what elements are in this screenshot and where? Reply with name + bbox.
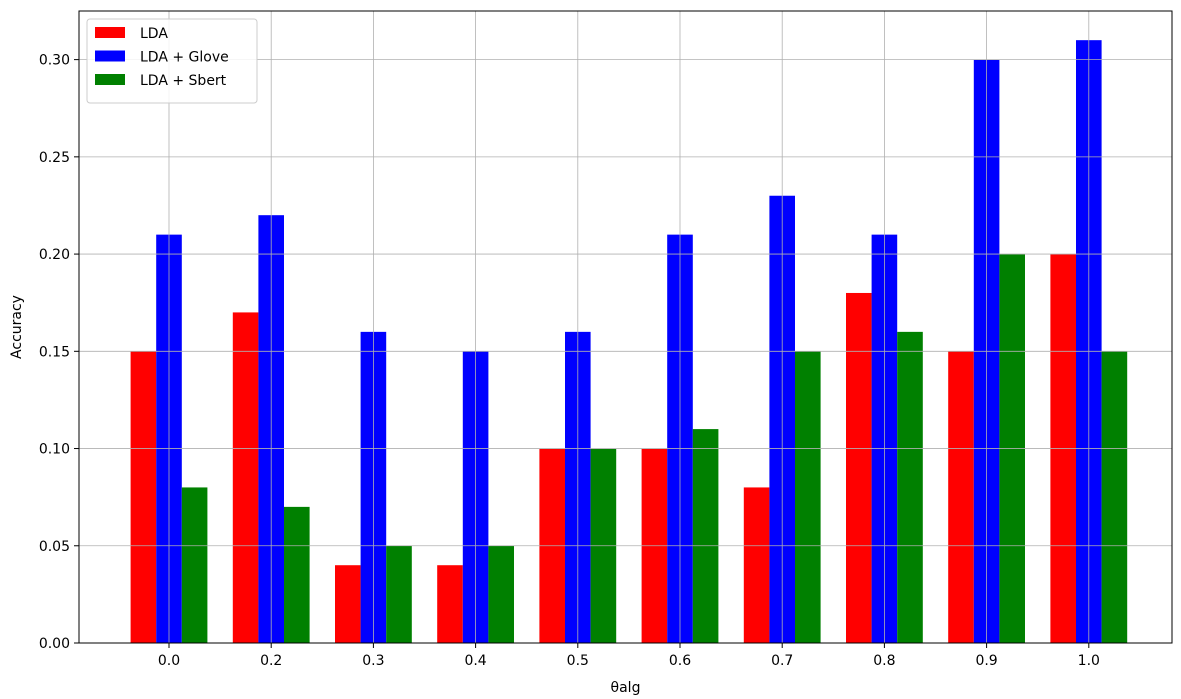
bar-lda-0.0: [130, 351, 157, 643]
x-tick-label: 0.4: [464, 653, 486, 669]
y-axis: 0.00 0.05 0.10 0.15 0.20 0.25 0.30: [39, 53, 79, 652]
legend-label: LDA + Glove: [140, 50, 229, 66]
x-tick-label: 0.7: [771, 653, 793, 669]
x-tick-label: 0.2: [260, 653, 282, 669]
bars: [130, 40, 1128, 644]
y-tick-label: 0.20: [39, 247, 70, 263]
bar-lda-sbert-0.3: [386, 545, 412, 643]
x-axis: 0.0 0.2 0.3 0.4 0.5 0.6 0.7 0.8 0.9 1.0: [158, 643, 1100, 669]
bar-lda-sbert-0.7: [795, 351, 821, 643]
bar-lda-0.2: [232, 312, 259, 643]
bar-lda-0.8: [846, 292, 872, 643]
y-tick-label: 0.00: [39, 636, 70, 652]
legend-swatch: [95, 74, 125, 85]
x-tick-label: 0.6: [669, 653, 691, 669]
bar-lda-sbert-0.2: [284, 506, 310, 643]
x-tick-label: 0.9: [975, 653, 997, 669]
bar-lda-sbert-0.8: [897, 331, 923, 643]
x-tick-label: 0.3: [362, 653, 384, 669]
bar-lda-0.9: [948, 351, 974, 643]
plot-frame: [78, 10, 1173, 644]
y-axis-label: Accuracy: [9, 295, 25, 359]
bar-lda-0.4: [437, 565, 463, 643]
legend-label: LDA: [140, 26, 168, 42]
grid: [79, 11, 1172, 644]
x-axis-label: θalg: [611, 680, 641, 696]
bar-lda-0.7: [743, 487, 770, 643]
y-tick-label: 0.10: [39, 442, 70, 458]
y-tick-label: 0.15: [39, 344, 70, 360]
bar-lda-0.3: [335, 565, 361, 643]
x-tick-label: 0.5: [567, 653, 589, 669]
x-tick-label: 0.0: [158, 653, 180, 669]
bar-lda-sbert-1.0: [1101, 351, 1128, 643]
legend-label: LDA + Sbert: [140, 73, 227, 89]
bar-lda-sbert-0.6: [692, 429, 719, 643]
x-tick-label: 0.8: [873, 653, 895, 669]
y-tick-label: 0.30: [39, 53, 70, 69]
bar-lda-sbert-0.0: [181, 487, 208, 643]
y-tick-label: 0.05: [39, 539, 70, 555]
bar-lda-sbert-0.4: [488, 545, 514, 643]
x-tick-label: 1.0: [1078, 653, 1100, 669]
legend: LDA LDA + Glove LDA + Sbert: [86, 18, 258, 104]
legend-swatch: [95, 50, 125, 62]
y-tick-label: 0.25: [39, 150, 70, 166]
legend-swatch: [95, 27, 125, 38]
legend-box: [86, 18, 258, 104]
